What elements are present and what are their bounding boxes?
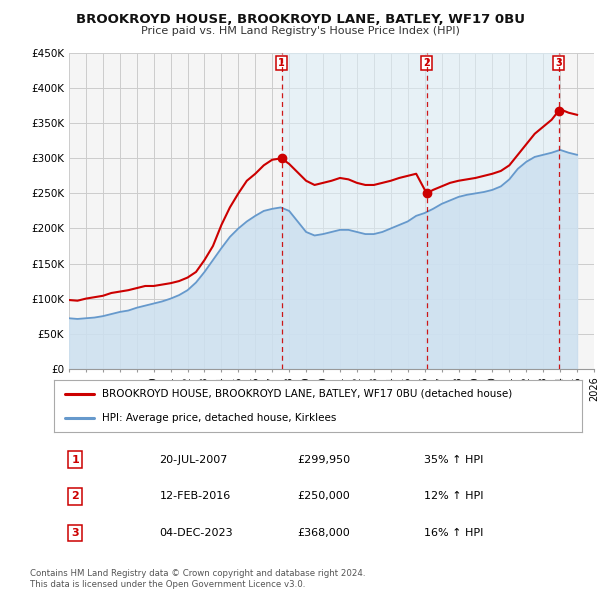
- Text: BROOKROYD HOUSE, BROOKROYD LANE, BATLEY, WF17 0BU (detached house): BROOKROYD HOUSE, BROOKROYD LANE, BATLEY,…: [101, 389, 512, 399]
- Bar: [281, 53, 427, 369]
- Text: Price paid vs. HM Land Registry's House Price Index (HPI): Price paid vs. HM Land Registry's House …: [140, 26, 460, 36]
- Text: 12-FEB-2016: 12-FEB-2016: [160, 491, 231, 502]
- Text: BROOKROYD HOUSE, BROOKROYD LANE, BATLEY, WF17 0BU: BROOKROYD HOUSE, BROOKROYD LANE, BATLEY,…: [76, 13, 524, 26]
- Text: 04-DEC-2023: 04-DEC-2023: [160, 528, 233, 538]
- Text: £250,000: £250,000: [297, 491, 350, 502]
- Text: HPI: Average price, detached house, Kirklees: HPI: Average price, detached house, Kirk…: [101, 413, 336, 423]
- Text: 2: 2: [424, 58, 430, 68]
- Text: 2: 2: [71, 491, 79, 502]
- Text: Contains HM Land Registry data © Crown copyright and database right 2024.
This d: Contains HM Land Registry data © Crown c…: [30, 569, 365, 589]
- Text: 16% ↑ HPI: 16% ↑ HPI: [424, 528, 483, 538]
- Text: 12% ↑ HPI: 12% ↑ HPI: [424, 491, 483, 502]
- Text: 35% ↑ HPI: 35% ↑ HPI: [424, 455, 483, 464]
- Text: 1: 1: [71, 455, 79, 464]
- Text: 1: 1: [278, 58, 285, 68]
- Text: 3: 3: [556, 58, 562, 68]
- Bar: [427, 53, 559, 369]
- Text: £368,000: £368,000: [297, 528, 350, 538]
- Text: 3: 3: [71, 528, 79, 538]
- Text: £299,950: £299,950: [297, 455, 350, 464]
- Text: 20-JUL-2007: 20-JUL-2007: [160, 455, 228, 464]
